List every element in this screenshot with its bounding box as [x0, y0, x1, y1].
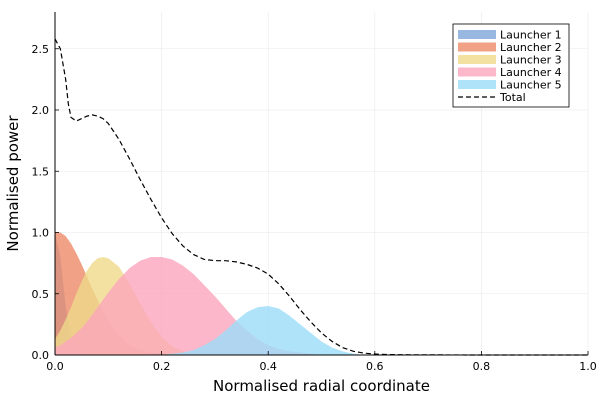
legend-label-launcher-3: Launcher 3	[500, 54, 562, 67]
total-line	[54, 38, 588, 356]
x-tick-label: 0.2	[153, 360, 171, 373]
x-tick-label: 0.4	[259, 360, 277, 373]
legend-swatch-launcher-3	[458, 55, 496, 64]
y-tick-label: 1.5	[32, 165, 50, 178]
area-launcher-5	[55, 306, 588, 355]
x-axis-label: Normalised radial coordinate	[213, 377, 430, 395]
axes	[54, 12, 588, 356]
legend-label-total: Total	[499, 91, 526, 104]
y-tick-label: 0.5	[32, 288, 50, 301]
legend-swatch-launcher-5	[458, 80, 496, 89]
legend-label-launcher-2: Launcher 2	[500, 41, 562, 54]
y-tick-label: 2.5	[32, 43, 50, 56]
x-tick-label: 1.0	[579, 360, 597, 373]
y-axis-label: Normalised power	[4, 115, 22, 252]
legend-swatch-launcher-1	[458, 30, 496, 39]
legend-swatch-launcher-4	[458, 67, 496, 77]
y-tick-label: 1.0	[32, 227, 50, 240]
x-tick-label: 0.6	[366, 360, 384, 373]
y-tick-label: 0.0	[32, 349, 50, 362]
y-tick-label: 2.0	[32, 104, 50, 117]
total-line-group	[54, 38, 588, 356]
tick-labels: 0.0 0.2 0.4 0.6 0.8 1.0 0.0 0.5 1.0 1.5 2.0 2.5	[32, 43, 597, 373]
legend-swatch-launcher-2	[458, 42, 496, 52]
legend-label-launcher-4: Launcher 4	[500, 66, 562, 79]
area-launcher-4	[55, 257, 588, 355]
x-tick-label: 0.8	[473, 360, 491, 373]
legend-label-launcher-1: Launcher 1	[500, 29, 562, 42]
legend-label-launcher-5: Launcher 5	[500, 79, 562, 92]
x-tick-label: 0.0	[46, 360, 64, 373]
area-series	[55, 232, 588, 355]
